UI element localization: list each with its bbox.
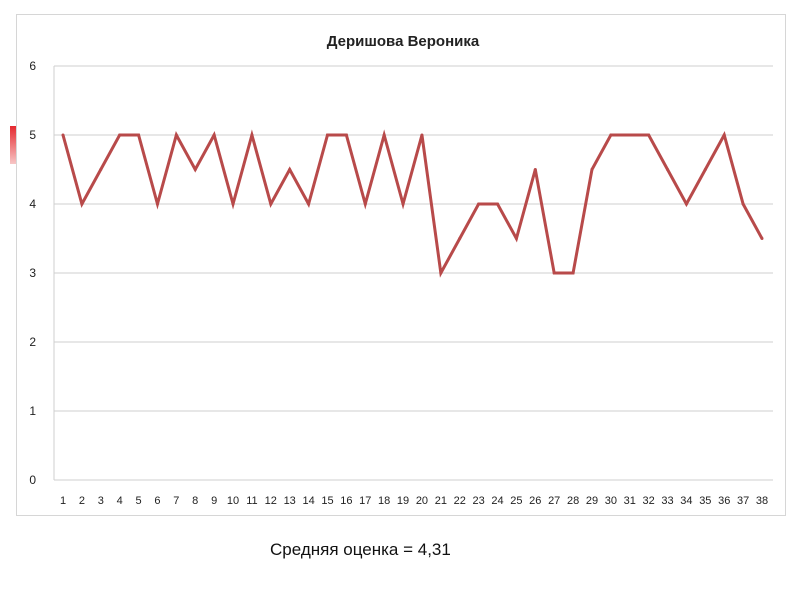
y-axis: 0 1 2 3 4 5 6: [29, 59, 55, 487]
x-tick-label: 26: [529, 495, 541, 507]
x-tick-label: 14: [302, 495, 314, 507]
data-point: [61, 133, 65, 137]
x-tick-label: 36: [718, 495, 730, 507]
x-tick-label: 38: [756, 495, 768, 507]
slide-accent-marker: [10, 126, 18, 164]
x-tick-label: 28: [567, 495, 579, 507]
x-tick-label: 32: [643, 495, 655, 507]
data-point: [212, 133, 216, 137]
x-tick-label: 17: [359, 495, 371, 507]
x-tick-label: 5: [136, 495, 142, 507]
x-tick-label: 8: [192, 495, 198, 507]
data-point: [80, 202, 84, 206]
x-tick-label: 30: [605, 495, 617, 507]
x-tick-label: 2: [79, 495, 85, 507]
data-point: [684, 202, 688, 206]
chart-title: Деришова Вероника: [327, 33, 480, 50]
data-point: [325, 133, 329, 137]
data-point: [250, 133, 254, 137]
x-tick-label: 3: [98, 495, 104, 507]
y-tick-label: 2: [29, 335, 36, 349]
x-tick-label: 33: [661, 495, 673, 507]
data-point: [477, 202, 481, 206]
data-point: [590, 168, 594, 171]
x-axis: 1 2 3 4 5 6 7 8 9 10 11 12 13 14 15 16 17 18 19 20 21 22 23 24 2…: [60, 495, 768, 507]
x-tick-label: 23: [472, 495, 484, 507]
data-point: [99, 168, 103, 171]
data-point: [231, 202, 235, 206]
x-tick-label: 21: [435, 495, 447, 507]
x-tick-label: 1: [60, 495, 66, 507]
data-point: [382, 133, 386, 137]
x-tick-label: 12: [265, 495, 277, 507]
data-point: [571, 271, 575, 275]
x-tick-label: 11: [246, 495, 257, 507]
x-tick-label: 24: [491, 495, 503, 507]
y-tick-label: 6: [29, 59, 36, 73]
data-point: [496, 202, 500, 206]
x-tick-label: 6: [154, 495, 160, 507]
y-tick-label: 0: [29, 473, 36, 487]
x-tick-label: 4: [117, 495, 123, 507]
data-point: [307, 202, 311, 206]
data-point: [401, 202, 405, 206]
x-tick-label: 35: [699, 495, 711, 507]
x-tick-label: 25: [510, 495, 522, 507]
x-tick-label: 19: [397, 495, 409, 507]
y-tick-label: 5: [29, 128, 36, 142]
data-point: [174, 133, 178, 137]
x-tick-label: 27: [548, 495, 560, 507]
x-tick-label: 31: [624, 495, 636, 507]
data-point: [137, 133, 141, 137]
x-tick-label: 22: [454, 495, 466, 507]
data-point: [628, 133, 632, 137]
x-tick-label: 10: [227, 495, 239, 507]
data-point: [155, 202, 159, 206]
data-point: [363, 202, 367, 206]
series-line: [61, 129, 764, 278]
x-tick-label: 18: [378, 495, 390, 507]
data-point: [193, 168, 197, 171]
x-tick-label: 37: [737, 495, 749, 507]
data-point: [741, 202, 745, 206]
y-tick-label: 4: [29, 197, 36, 211]
data-point: [722, 133, 726, 137]
data-point: [552, 271, 556, 275]
x-tick-label: 20: [416, 495, 428, 507]
x-tick-label: 15: [321, 495, 333, 507]
x-tick-label: 16: [340, 495, 352, 507]
x-tick-label: 9: [211, 495, 217, 507]
average-grade-caption: Средняя оценка = 4,31: [270, 540, 451, 559]
y-tick-label: 1: [29, 404, 36, 418]
gridlines: [54, 65, 773, 481]
data-point: [533, 168, 537, 171]
data-point: [647, 133, 651, 137]
data-point: [458, 237, 462, 240]
x-tick-label: 29: [586, 495, 598, 507]
data-point: [288, 168, 292, 171]
x-tick-label: 34: [680, 495, 692, 507]
x-tick-label: 13: [284, 495, 296, 507]
data-point: [760, 237, 764, 240]
x-tick-label: 7: [173, 495, 179, 507]
series-layer: [61, 129, 764, 278]
data-point: [344, 133, 348, 137]
data-point: [269, 202, 273, 206]
y-tick-label: 3: [29, 266, 36, 280]
data-point: [514, 237, 518, 240]
data-point: [666, 168, 670, 171]
data-point: [439, 271, 443, 275]
data-point: [118, 133, 122, 137]
data-point: [609, 133, 613, 137]
data-point: [703, 168, 707, 171]
data-point: [420, 133, 424, 137]
